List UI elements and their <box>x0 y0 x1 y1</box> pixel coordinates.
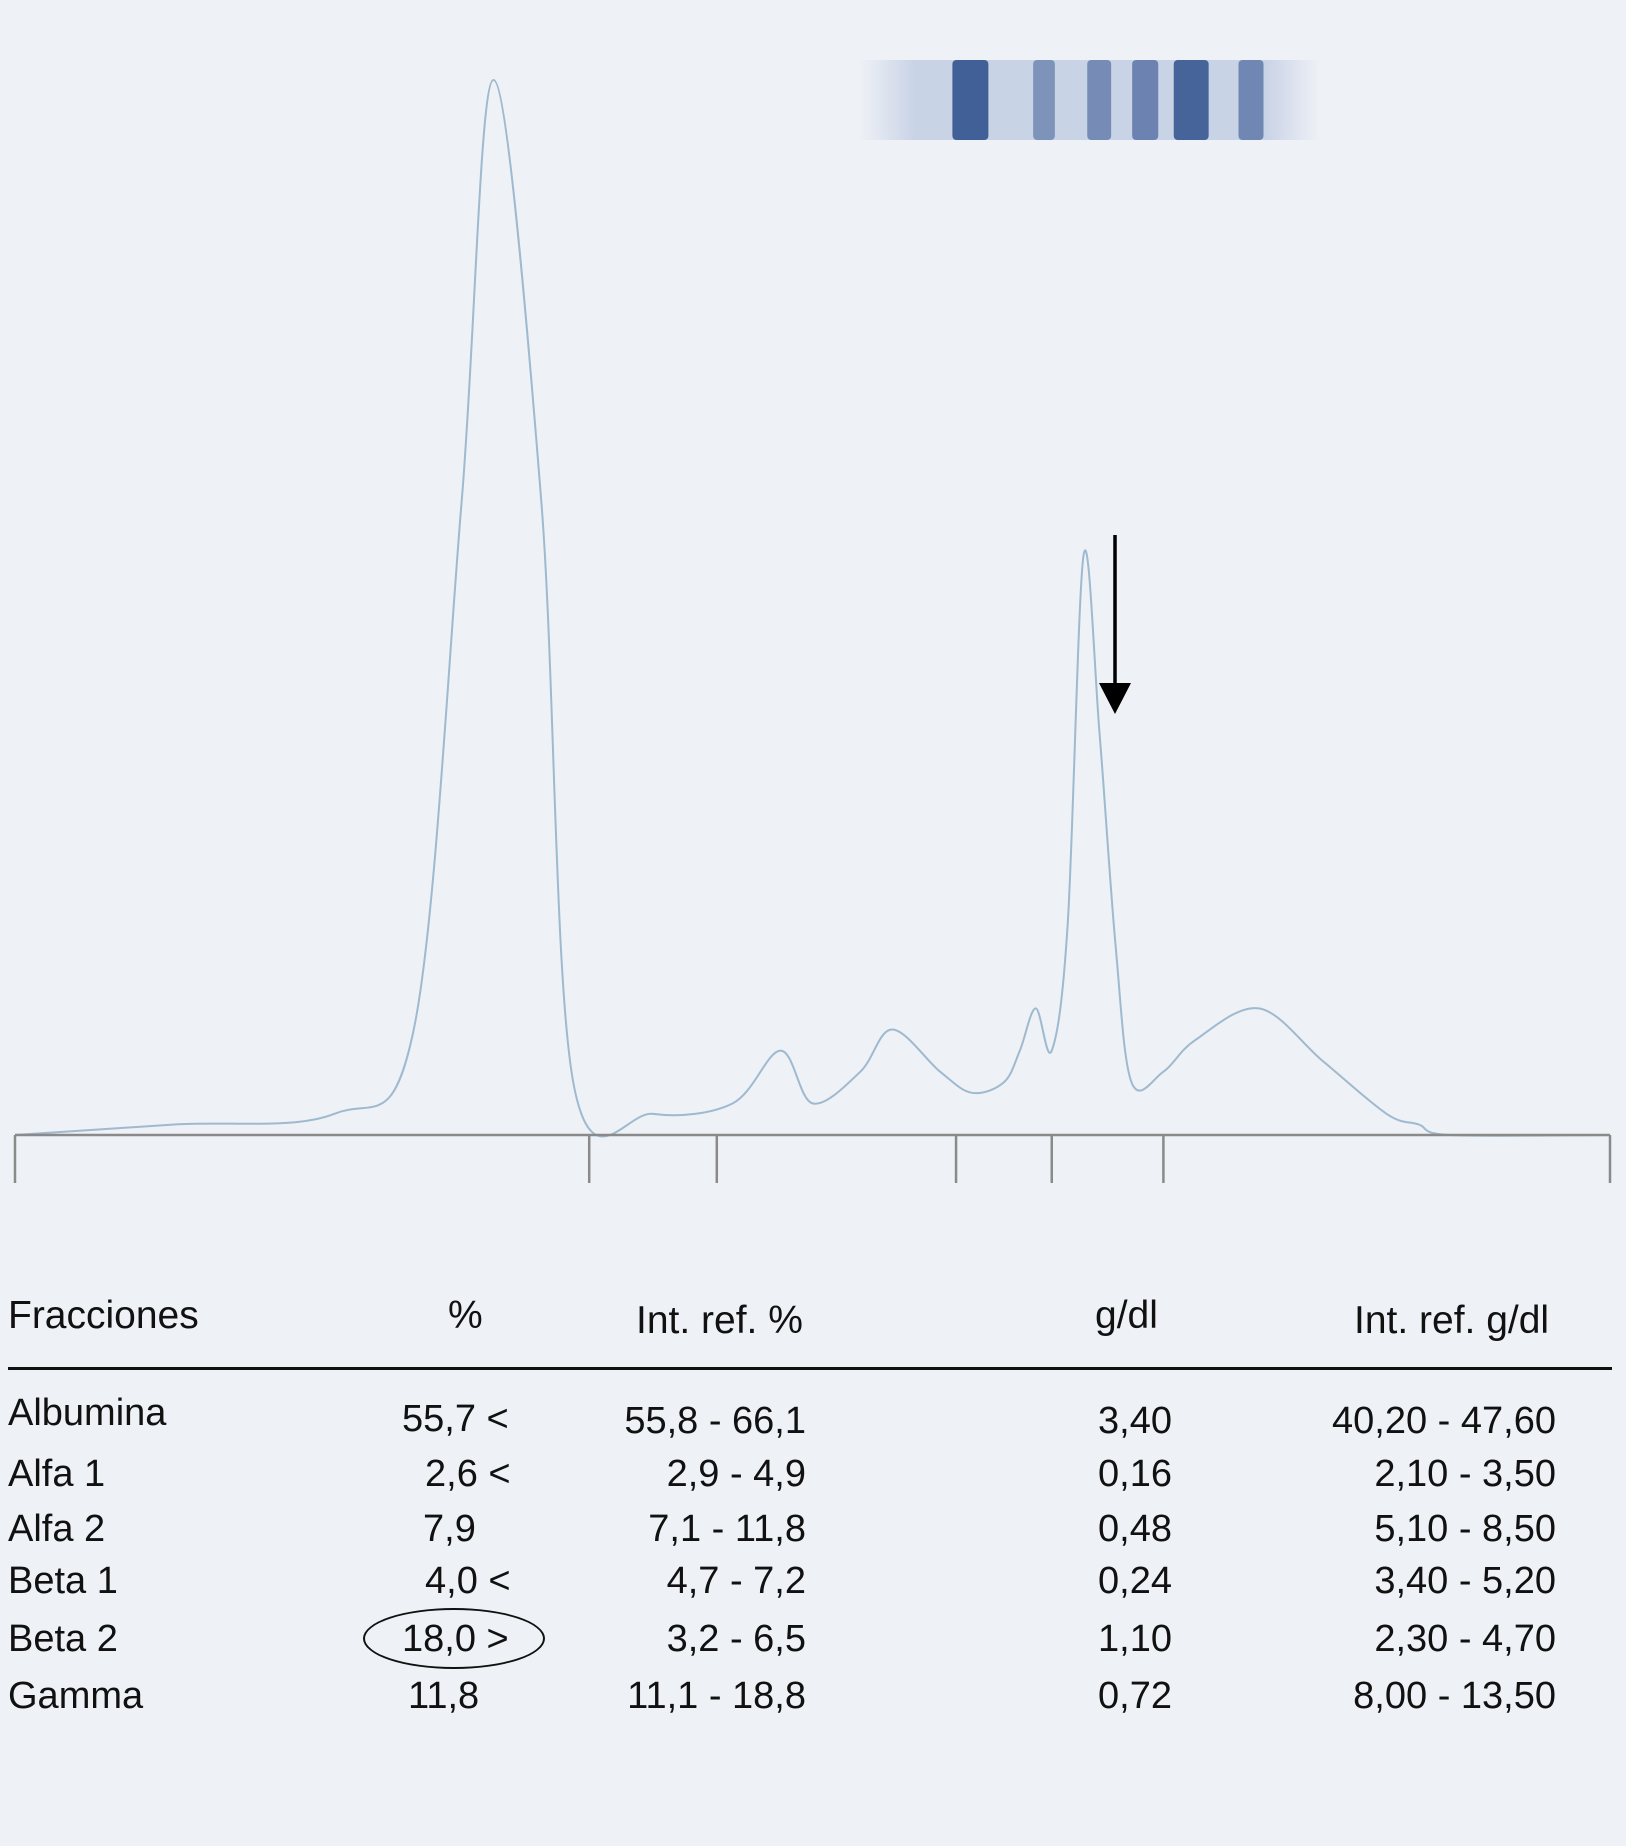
row-gdl: 0,24 <box>1098 1560 1172 1602</box>
header-rule <box>8 1367 1612 1370</box>
row-ref-gdl: 2,10 - 3,50 <box>1374 1453 1556 1495</box>
peak-arrow <box>1099 535 1131 714</box>
row-name: Albumina <box>8 1392 167 1434</box>
row-pct: 55,7 < <box>402 1398 509 1440</box>
row-ref-pct: 55,8 - 66,1 <box>624 1400 806 1442</box>
row-pct: 11,8 <box>408 1675 480 1717</box>
row-gdl: 1,10 <box>1098 1618 1172 1660</box>
row-name: Beta 2 <box>8 1618 118 1660</box>
row-name: Alfa 1 <box>8 1453 106 1495</box>
row-ref-pct: 11,1 - 18,8 <box>627 1675 806 1717</box>
row-gdl: 0,16 <box>1098 1453 1172 1495</box>
highlight-circle <box>363 1608 545 1669</box>
row-ref-gdl: 40,20 - 47,60 <box>1332 1400 1556 1442</box>
row-ref-pct: 3,2 - 6,5 <box>666 1618 806 1660</box>
header-ref-pct: Int. ref. % <box>636 1299 803 1342</box>
header-gdl: g/dl <box>1095 1294 1158 1337</box>
row-pct-highlighted: 18,0 > <box>402 1618 509 1660</box>
row-ref-gdl: 8,00 - 13,50 <box>1353 1675 1556 1717</box>
row-gdl: 0,72 <box>1098 1675 1172 1717</box>
gel-strip-fade <box>860 60 1320 140</box>
gel-strip <box>860 60 1320 140</box>
row-gdl: 0,48 <box>1098 1508 1172 1550</box>
row-ref-gdl: 5,10 - 8,50 <box>1374 1508 1556 1550</box>
row-ref-pct: 4,7 - 7,2 <box>666 1560 806 1602</box>
row-ref-pct: 7,1 - 11,8 <box>648 1508 806 1550</box>
row-gdl: 3,40 <box>1098 1400 1172 1442</box>
row-ref-gdl: 2,30 - 4,70 <box>1374 1618 1556 1660</box>
peak-arrow-head <box>1099 683 1131 714</box>
densitogram-chart <box>13 60 1612 1183</box>
row-ref-pct: 2,9 - 4,9 <box>666 1453 806 1495</box>
row-pct: 7,9 <box>423 1508 476 1550</box>
row-pct: 2,6 < <box>425 1453 511 1495</box>
row-ref-gdl: 3,40 - 5,20 <box>1374 1560 1556 1602</box>
header-fractions: Fracciones <box>8 1294 199 1337</box>
header-ref-gdl: Int. ref. g/dl <box>1354 1299 1550 1342</box>
curve-layer <box>14 78 1611 1138</box>
row-pct: 4,0 < <box>425 1560 511 1602</box>
baseline-axis <box>13 1133 1612 1183</box>
header-pct: % <box>448 1294 483 1337</box>
row-name: Alfa 2 <box>8 1508 106 1550</box>
densitogram-curve <box>14 78 1611 1138</box>
row-name: Gamma <box>8 1675 144 1717</box>
row-name: Beta 1 <box>8 1560 118 1602</box>
